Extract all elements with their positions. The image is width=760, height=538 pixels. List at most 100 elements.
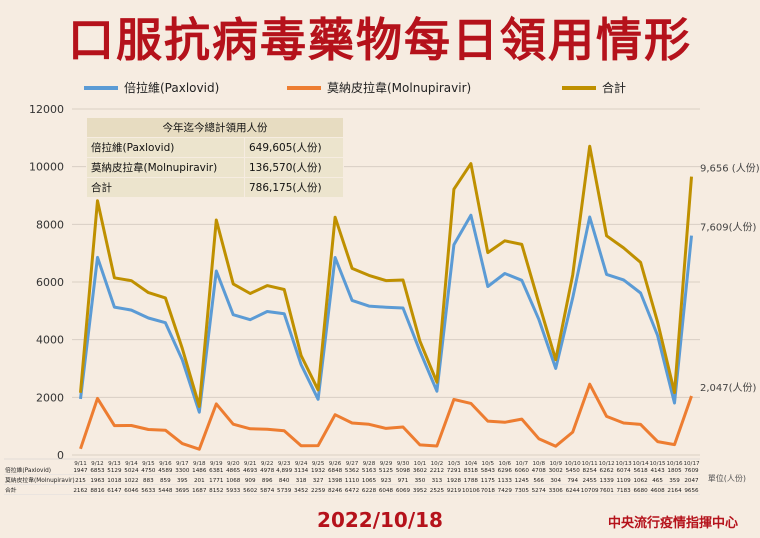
- data-label: 1065: [362, 478, 377, 484]
- data-label: 7609: [684, 468, 699, 474]
- data-label: 395: [177, 478, 188, 484]
- data-label: 1947: [73, 468, 88, 474]
- data-label: 2162: [73, 488, 87, 494]
- data-label: 7018: [481, 488, 496, 494]
- data-label: 1110: [345, 478, 360, 484]
- x-tick-label: 10/14: [633, 461, 650, 467]
- data-label: 6046: [124, 488, 139, 494]
- data-label: 7601: [600, 488, 615, 494]
- data-label: 4143: [650, 468, 665, 474]
- summary-row: 合計 786,175(人份): [86, 177, 344, 198]
- summary-table: 今年迄今總計領用人份 倍拉維(Paxlovid) 649,605(人份) 莫納皮…: [86, 117, 344, 198]
- x-tick-label: 9/12: [91, 461, 104, 467]
- data-label: 566: [533, 478, 544, 484]
- x-tick-label: 10/2: [431, 461, 444, 467]
- data-label: 971: [398, 478, 409, 484]
- data-label: 6853: [90, 468, 105, 474]
- data-label: 1339: [600, 478, 615, 484]
- data-label: 2259: [311, 488, 326, 494]
- data-label: 5098: [396, 468, 411, 474]
- data-label: 215: [75, 478, 86, 484]
- data-label: 6074: [616, 468, 631, 474]
- data-label: 2212: [430, 468, 444, 474]
- series-line: [79, 213, 693, 414]
- data-label: 4589: [158, 468, 173, 474]
- legend-swatch-blue: [84, 85, 118, 90]
- summary-label: 合計: [86, 177, 245, 198]
- data-label: 327: [313, 478, 324, 484]
- data-label: 1486: [192, 468, 207, 474]
- data-label: 4,899: [276, 468, 292, 474]
- data-label: 4708: [532, 468, 547, 474]
- data-label: 5450: [566, 468, 581, 474]
- summary-value: 649,605(人份): [244, 137, 344, 158]
- line-chart: 0 2000 4000 6000 8000 10000 12000 9,656 (人份) 7,6…: [4, 103, 760, 495]
- y-tick-label: 4000: [36, 334, 64, 347]
- data-label: 6060: [515, 468, 530, 474]
- x-tick-label: 9/22: [261, 461, 274, 467]
- data-label: 5602: [243, 488, 257, 494]
- data-label: 10709: [581, 488, 599, 494]
- data-label: 7429: [498, 488, 513, 494]
- legend-item-molnupiravir: 莫納皮拉韋(Molnupiravir): [287, 79, 471, 96]
- end-value-label: 2,047(人份): [700, 382, 757, 394]
- data-label: 5633: [141, 488, 156, 494]
- footer-date: 2022/10/18: [317, 508, 443, 532]
- summary-label: 倍拉維(Paxlovid): [86, 137, 245, 158]
- data-label: 3452: [294, 488, 308, 494]
- x-tick-label: 9/20: [227, 461, 240, 467]
- x-tick-label: 10/12: [599, 461, 615, 467]
- data-label: 6069: [396, 488, 411, 494]
- end-value-label: 7,609(人份): [700, 222, 757, 234]
- data-label: 6296: [498, 468, 513, 474]
- data-label: 5125: [379, 468, 394, 474]
- data-label: 1133: [498, 478, 513, 484]
- data-label: 3695: [175, 488, 190, 494]
- data-label: 318: [296, 478, 307, 484]
- data-label: 6680: [633, 488, 648, 494]
- data-label: 1018: [107, 478, 122, 484]
- data-label: 6147: [107, 488, 122, 494]
- data-label: 1245: [515, 478, 530, 484]
- data-label: 4978: [260, 468, 275, 474]
- data-label: 3306: [549, 488, 564, 494]
- x-tick-label: 9/28: [363, 461, 376, 467]
- data-label: 465: [652, 478, 663, 484]
- x-tick-label: 10/7: [516, 461, 529, 467]
- y-tick-label: 10000: [29, 161, 64, 174]
- data-label: 794: [567, 478, 578, 484]
- data-label: 7183: [616, 488, 631, 494]
- data-label: 8816: [90, 488, 105, 494]
- x-tick-label: 10/6: [499, 461, 512, 467]
- data-label: 4693: [243, 468, 258, 474]
- data-label: 313: [432, 478, 443, 484]
- data-label: 2164: [667, 488, 682, 494]
- data-label: 1805: [667, 468, 682, 474]
- data-label: 1932: [311, 468, 325, 474]
- x-tick-label: 10/10: [565, 461, 582, 467]
- data-label: 1062: [633, 478, 647, 484]
- data-label: 3602: [413, 468, 427, 474]
- data-label: 883: [143, 478, 154, 484]
- x-tick-label: 9/25: [312, 461, 325, 467]
- data-label: 7291: [447, 468, 462, 474]
- legend-swatch-orange: [287, 85, 321, 90]
- data-label: 201: [194, 478, 205, 484]
- data-label: 5362: [345, 468, 359, 474]
- data-label: 1022: [124, 478, 138, 484]
- x-tick-label: 9/18: [193, 461, 206, 467]
- legend-item-paxlovid: 倍拉維(Paxlovid): [84, 79, 219, 96]
- data-label: 1398: [328, 478, 343, 484]
- x-tick-label: 10/3: [448, 461, 461, 467]
- data-label: 3134: [294, 468, 309, 474]
- table-row-label: 合計: [5, 486, 17, 494]
- data-label: 8318: [464, 468, 479, 474]
- data-label: 5448: [158, 488, 173, 494]
- data-label: 896: [262, 478, 273, 484]
- y-tick-label: 8000: [36, 218, 64, 231]
- legend-swatch-gold: [562, 85, 596, 90]
- data-label: 4865: [226, 468, 241, 474]
- data-label: 1175: [481, 478, 496, 484]
- x-tick-label: 9/27: [346, 461, 359, 467]
- data-label: 2525: [430, 488, 445, 494]
